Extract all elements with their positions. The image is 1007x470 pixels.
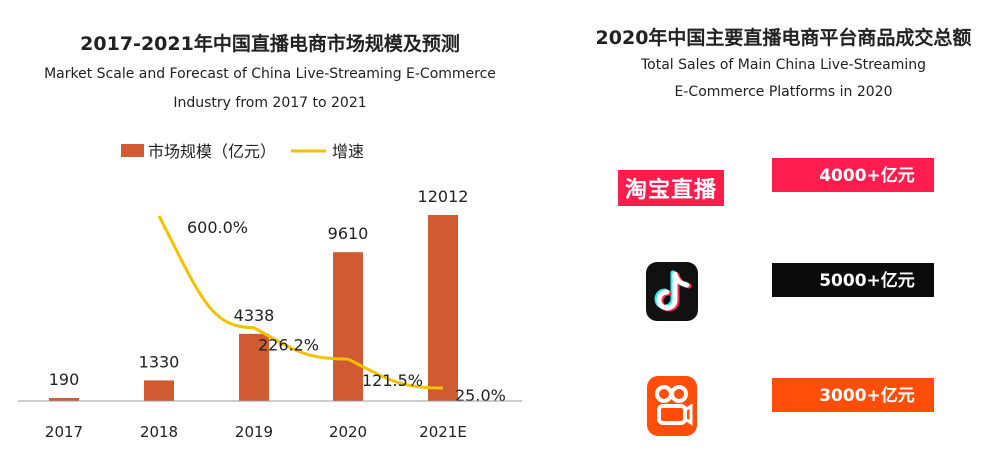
bar-value-label: 4338 <box>234 306 275 325</box>
kuaishou-amount: 3000+亿元 <box>819 385 915 406</box>
platforms-subtitle-line1: Total Sales of Main China Live-Streaming <box>640 57 927 73</box>
growth-value-label: 121.5% <box>362 371 423 390</box>
platforms-title: 2020年中国主要直播电商平台商品成交总额 <box>595 27 972 49</box>
platforms-subtitle-line2: E-Commerce Platforms in 2020 <box>674 84 893 100</box>
growth-value-label: 600.0% <box>187 218 248 237</box>
x-tick-label: 2019 <box>235 423 273 441</box>
legend: 市场规模（亿元） 增速 <box>121 142 364 161</box>
douyin-logo <box>646 262 698 321</box>
bar <box>428 215 458 401</box>
bar <box>49 398 79 401</box>
x-tick-label: 2017 <box>45 423 83 441</box>
bar-value-label: 190 <box>49 370 80 389</box>
chart-subtitle-line1: Market Scale and Forecast of China Live-… <box>44 66 496 82</box>
growth-value-label: 25.0% <box>455 386 506 405</box>
bar-value-label: 12012 <box>418 187 469 206</box>
douyin-note-icon <box>654 270 692 312</box>
douyin-amount-box: 5000+亿元 <box>772 263 934 297</box>
bar <box>144 380 174 401</box>
bar-value-label: 9610 <box>328 224 369 243</box>
kuaishou-logo <box>647 376 697 436</box>
market-scale-chart: 市场规模（亿元） 增速 2017 2018 2019 2020 2021E 190 1330… <box>18 142 522 441</box>
taobao-amount-box: 4000+亿元 <box>772 158 934 192</box>
left-panel: 2017-2021年中国直播电商市场规模及预测 Market Scale and… <box>18 33 522 441</box>
taobao-live-logo-text: 淘宝直播 <box>624 178 717 203</box>
x-tick-label: 2018 <box>140 423 178 441</box>
bar-value-label: 1330 <box>139 352 180 371</box>
kuaishou-amount-box: 3000+亿元 <box>772 378 934 412</box>
legend-bar-swatch <box>121 144 144 157</box>
chart-subtitle-line2: Industry from 2017 to 2021 <box>173 95 367 111</box>
growth-line <box>157 215 444 390</box>
taobao-live-logo: 淘宝直播 <box>618 170 724 206</box>
taobao-amount: 4000+亿元 <box>819 165 915 186</box>
plot-area: 2017 2018 2019 2020 2021E 190 1330 4338 9610 1201… <box>45 187 506 441</box>
legend-bar-label: 市场规模（亿元） <box>148 142 276 161</box>
x-tick-label: 2021E <box>419 423 467 441</box>
chart-title: 2017-2021年中国直播电商市场规模及预测 <box>80 33 460 55</box>
douyin-amount: 5000+亿元 <box>819 270 915 291</box>
legend-line-label: 增速 <box>332 142 364 161</box>
growth-value-label: 226.2% <box>258 336 319 355</box>
bar <box>333 252 363 401</box>
right-panel: 2020年中国主要直播电商平台商品成交总额 Total Sales of Mai… <box>560 0 1007 470</box>
x-tick-label: 2020 <box>329 423 367 441</box>
bar <box>239 333 269 401</box>
kuaishou-camera-icon <box>655 385 693 426</box>
